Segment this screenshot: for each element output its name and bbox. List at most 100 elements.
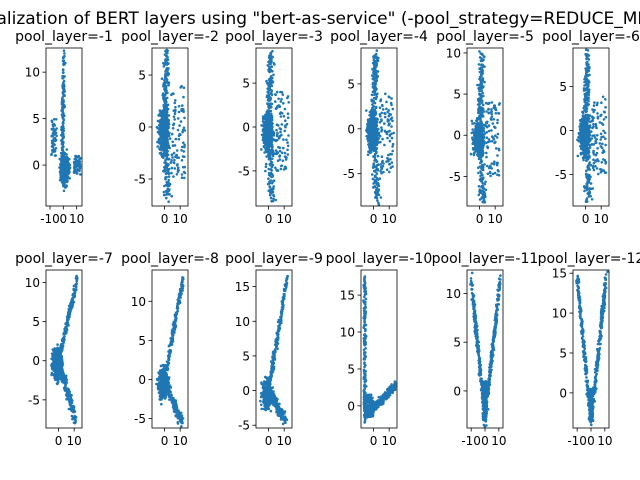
data-point bbox=[598, 121, 602, 124]
data-point bbox=[179, 86, 182, 89]
data-point bbox=[173, 101, 176, 105]
data-point bbox=[375, 182, 379, 186]
data-point bbox=[280, 164, 284, 167]
data-point bbox=[371, 85, 375, 89]
data-point bbox=[481, 103, 485, 107]
data-point bbox=[166, 69, 169, 72]
data-point bbox=[496, 121, 499, 125]
data-point bbox=[381, 164, 385, 168]
data-point bbox=[480, 112, 483, 116]
data-point bbox=[60, 164, 63, 168]
data-point bbox=[182, 95, 185, 99]
data-point bbox=[587, 88, 591, 91]
data-point bbox=[171, 92, 174, 96]
data-point bbox=[164, 93, 167, 96]
data-point bbox=[182, 170, 186, 174]
data-point bbox=[601, 142, 604, 146]
data-point bbox=[275, 123, 279, 126]
data-point bbox=[485, 131, 489, 134]
data-point bbox=[270, 121, 273, 124]
x-tick-label: 0 bbox=[476, 212, 484, 226]
data-point bbox=[272, 179, 276, 182]
data-point bbox=[480, 171, 483, 175]
data-point bbox=[266, 103, 270, 106]
data-point bbox=[585, 71, 588, 74]
data-point bbox=[177, 166, 180, 169]
data-point bbox=[50, 141, 54, 145]
data-point bbox=[481, 177, 485, 180]
data-point bbox=[263, 139, 266, 143]
data-point bbox=[175, 149, 179, 152]
data-point bbox=[596, 112, 599, 115]
data-point bbox=[73, 164, 76, 167]
data-point bbox=[183, 165, 186, 169]
data-point bbox=[268, 134, 271, 137]
figure-title: Visualization of BERT layers using "bert… bbox=[0, 9, 640, 29]
data-point bbox=[476, 83, 479, 87]
data-point bbox=[478, 138, 482, 142]
data-point bbox=[61, 96, 64, 99]
data-point bbox=[494, 147, 498, 150]
data-point bbox=[388, 122, 391, 126]
data-point bbox=[370, 74, 374, 77]
data-point bbox=[269, 109, 273, 113]
data-point bbox=[596, 134, 599, 137]
data-point bbox=[264, 136, 268, 140]
data-point bbox=[165, 129, 169, 133]
data-point bbox=[479, 123, 483, 126]
data-point bbox=[490, 162, 494, 165]
data-point bbox=[182, 126, 186, 130]
subplot-title: pool_layer=-3 bbox=[225, 29, 323, 45]
data-point bbox=[388, 170, 391, 174]
data-point bbox=[268, 148, 272, 152]
data-point bbox=[283, 155, 287, 158]
data-point bbox=[279, 115, 283, 118]
data-point bbox=[162, 103, 166, 107]
data-point bbox=[470, 119, 474, 123]
data-point bbox=[282, 138, 285, 141]
data-point bbox=[595, 167, 599, 170]
data-point bbox=[379, 99, 382, 103]
data-point bbox=[272, 197, 275, 201]
data-point bbox=[378, 113, 382, 116]
data-point bbox=[76, 172, 79, 175]
data-point bbox=[478, 50, 481, 53]
data-point bbox=[54, 154, 57, 157]
data-point bbox=[161, 94, 164, 97]
data-point bbox=[274, 93, 277, 96]
data-point bbox=[380, 103, 384, 107]
data-point bbox=[172, 175, 175, 178]
data-point bbox=[275, 128, 278, 132]
data-point bbox=[168, 137, 172, 140]
data-point bbox=[159, 151, 163, 155]
data-point bbox=[267, 143, 271, 146]
data-point bbox=[182, 86, 186, 89]
data-point bbox=[476, 103, 480, 106]
y-tick-label: -5 bbox=[238, 164, 250, 178]
data-point bbox=[488, 170, 492, 174]
data-point bbox=[379, 163, 383, 166]
data-point bbox=[390, 103, 393, 107]
data-point bbox=[174, 137, 178, 141]
data-point bbox=[277, 97, 280, 101]
data-point bbox=[477, 166, 480, 169]
point-group bbox=[155, 48, 187, 203]
data-point bbox=[378, 177, 382, 180]
data-point bbox=[156, 145, 159, 148]
data-point bbox=[267, 126, 270, 130]
data-point bbox=[272, 138, 275, 141]
data-point bbox=[598, 142, 602, 145]
data-point bbox=[588, 187, 591, 191]
data-point bbox=[66, 156, 69, 160]
data-point bbox=[391, 142, 395, 146]
data-point bbox=[475, 147, 479, 151]
point-group bbox=[50, 49, 82, 193]
data-point bbox=[161, 117, 165, 121]
data-point bbox=[268, 181, 272, 184]
data-point bbox=[278, 158, 282, 161]
data-point bbox=[584, 145, 587, 149]
y-tick-label: -5 bbox=[555, 168, 567, 182]
data-point bbox=[386, 120, 390, 123]
